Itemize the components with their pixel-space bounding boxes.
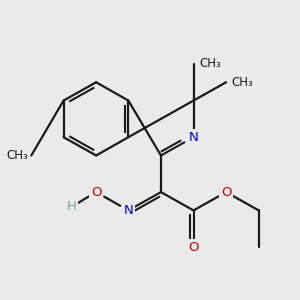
Text: O: O bbox=[188, 241, 199, 254]
Text: CH₃: CH₃ bbox=[6, 149, 28, 162]
Text: CH₃: CH₃ bbox=[199, 58, 221, 70]
Text: N: N bbox=[189, 131, 198, 144]
Text: H: H bbox=[67, 200, 76, 213]
Text: O: O bbox=[91, 186, 101, 199]
Text: ⁻: ⁻ bbox=[81, 200, 85, 209]
Text: CH₃: CH₃ bbox=[232, 76, 253, 89]
Text: N: N bbox=[124, 204, 133, 217]
Text: O: O bbox=[221, 186, 231, 199]
